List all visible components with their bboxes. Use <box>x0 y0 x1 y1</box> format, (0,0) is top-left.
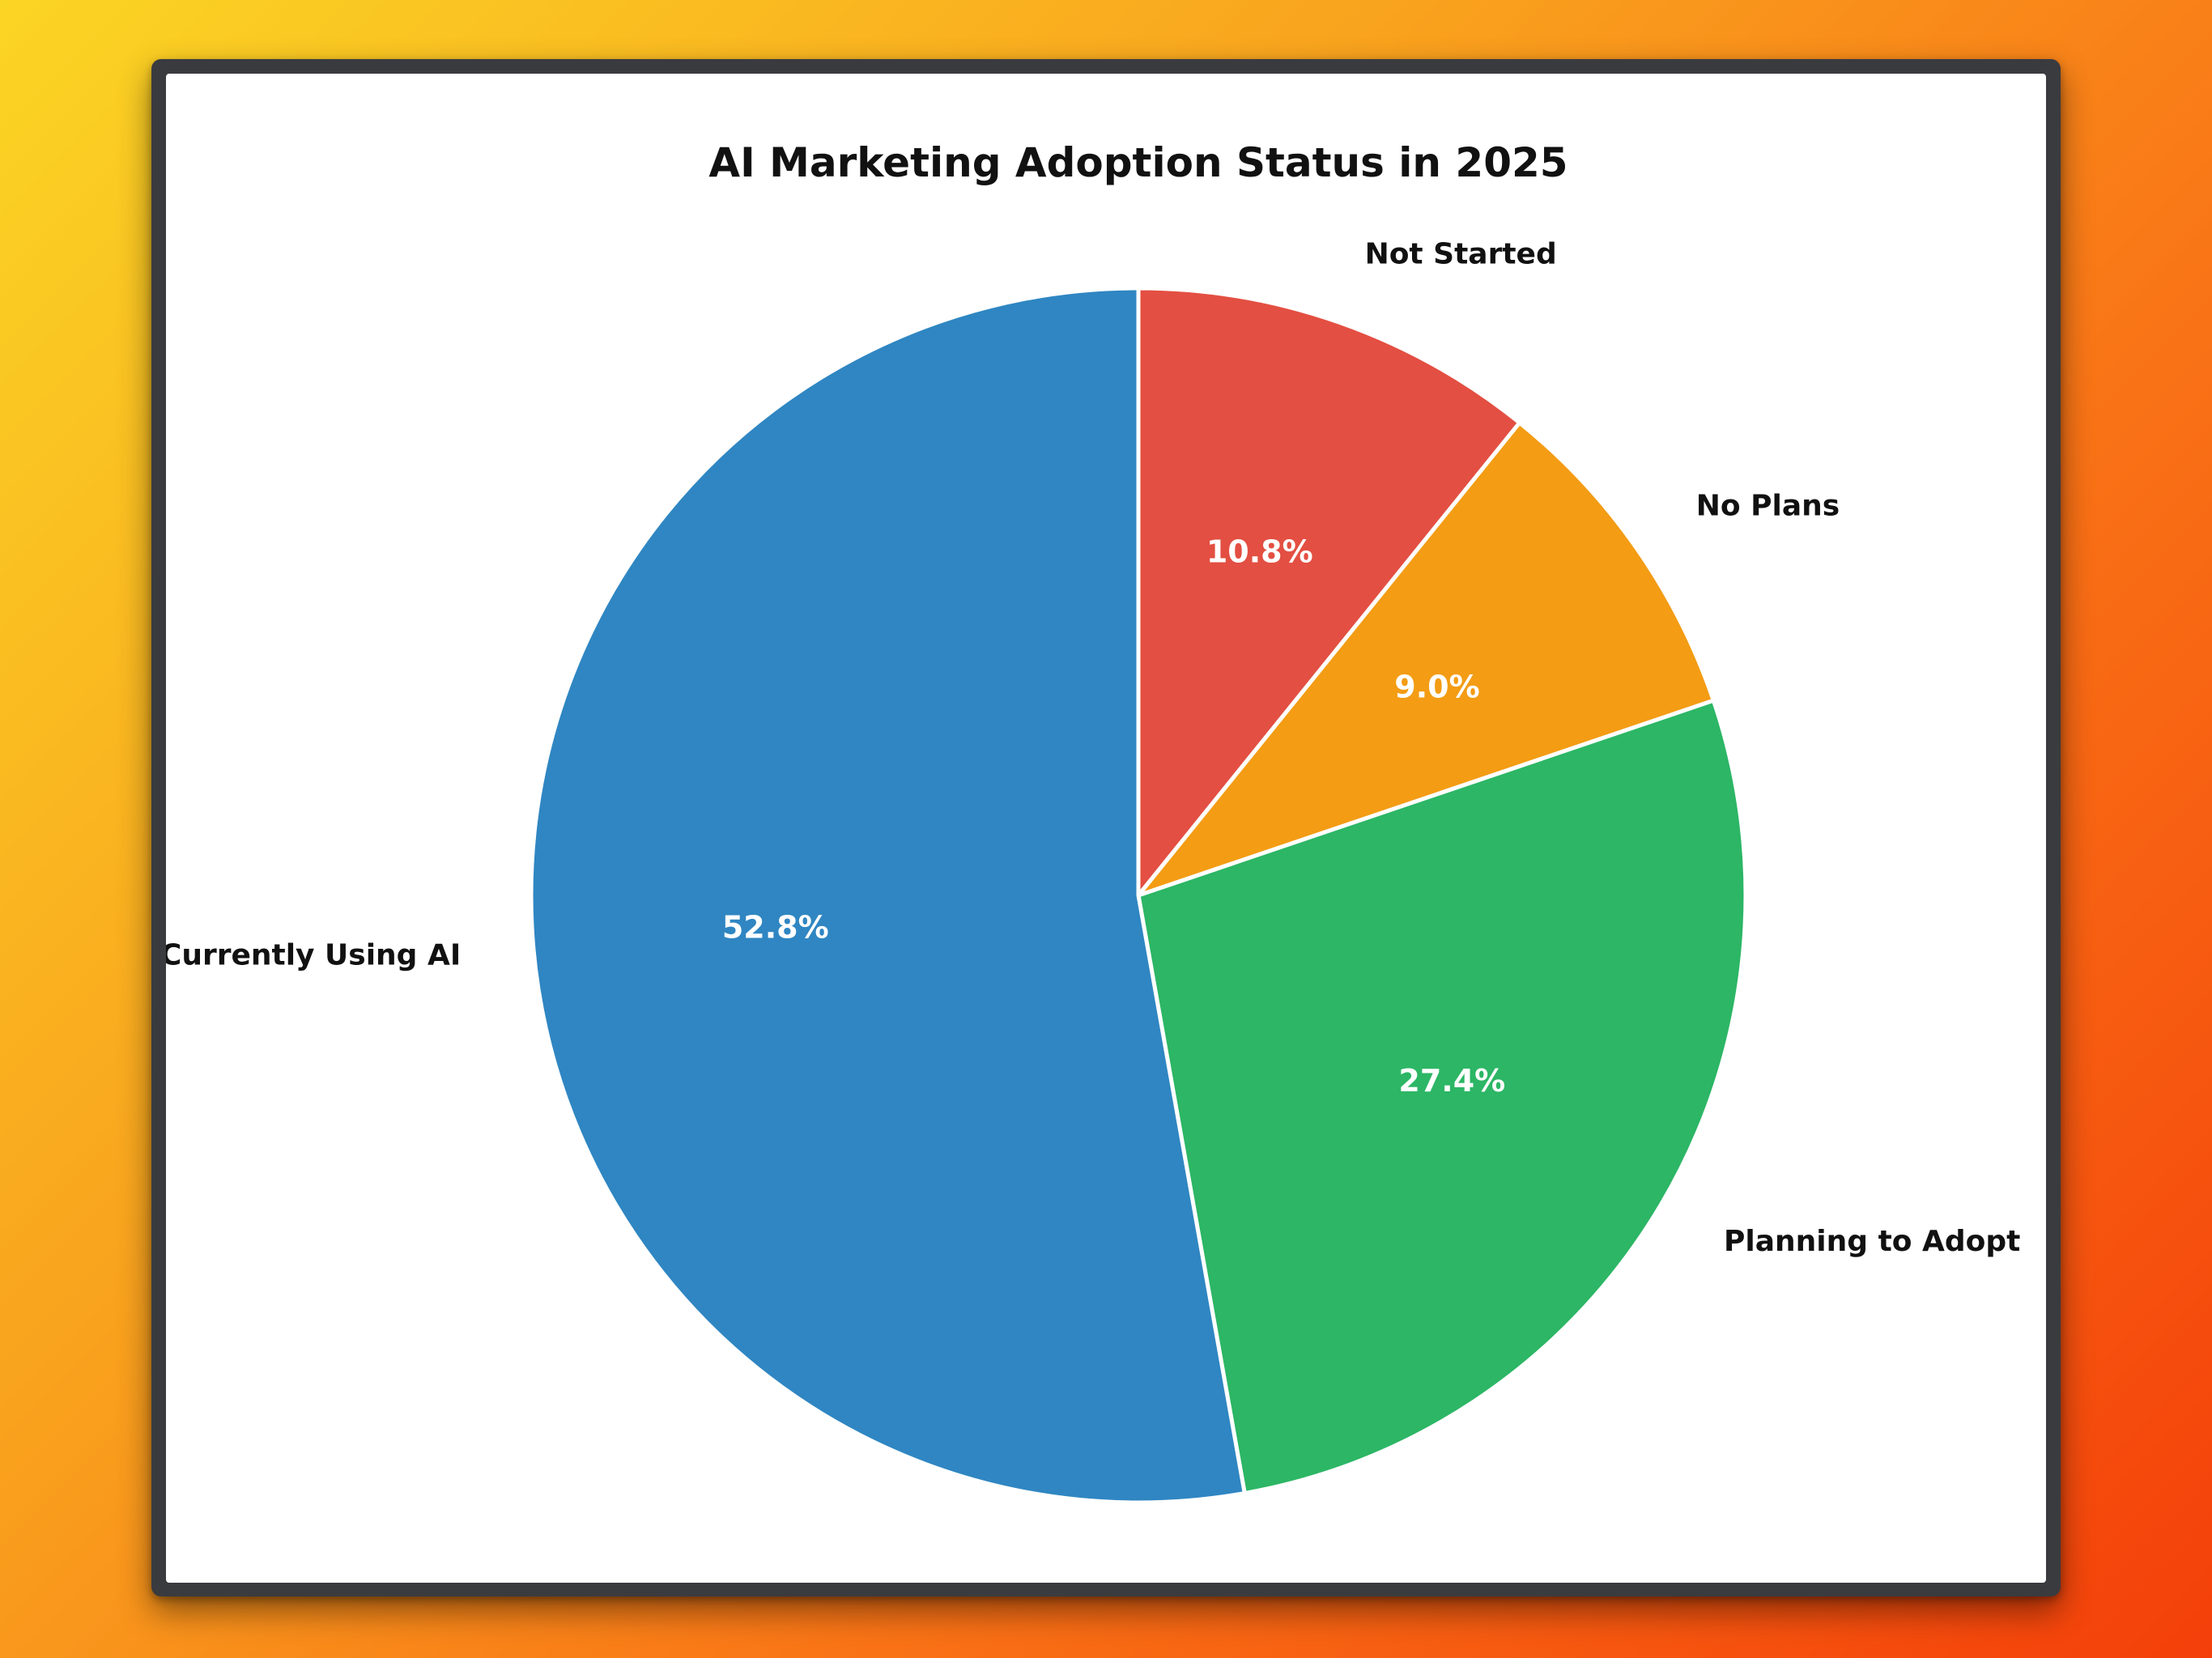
pie-slices <box>529 286 1748 1505</box>
category-label-no-plans: No Plans <box>1696 490 1840 523</box>
percentage-labels: 10.8% 9.0% 27.4% 52.8% <box>722 534 1505 1099</box>
pct-label-not-started: 10.8% <box>1206 534 1313 570</box>
pie-slice-no-plans <box>1136 420 1716 898</box>
category-label-currently-using-ai: Currently Using AI <box>166 938 461 971</box>
pie-slice-not-started <box>1136 286 1522 898</box>
category-label-not-started: Not Started <box>1365 237 1557 270</box>
pct-label-currently-using-ai: 52.8% <box>722 910 829 946</box>
chart-title: AI Marketing Adoption Status in 2025 <box>708 139 1568 186</box>
pct-label-no-plans: 9.0% <box>1394 669 1479 704</box>
pct-label-planning-to-adopt: 27.4% <box>1398 1063 1505 1099</box>
pie-chart: AI Marketing Adoption Status in 2025 Not… <box>166 139 2020 1505</box>
category-labels: Not Started No Plans Planning to Adopt Curr… <box>166 237 2020 1258</box>
chart-panel: AI Marketing Adoption Status in 2025 Not… <box>166 74 2046 1583</box>
category-label-planning-to-adopt: Planning to Adopt <box>1724 1225 2020 1258</box>
pie-slice-currently-using-ai <box>529 286 1247 1505</box>
pie-slice-planning-to-adopt <box>1136 698 1748 1495</box>
